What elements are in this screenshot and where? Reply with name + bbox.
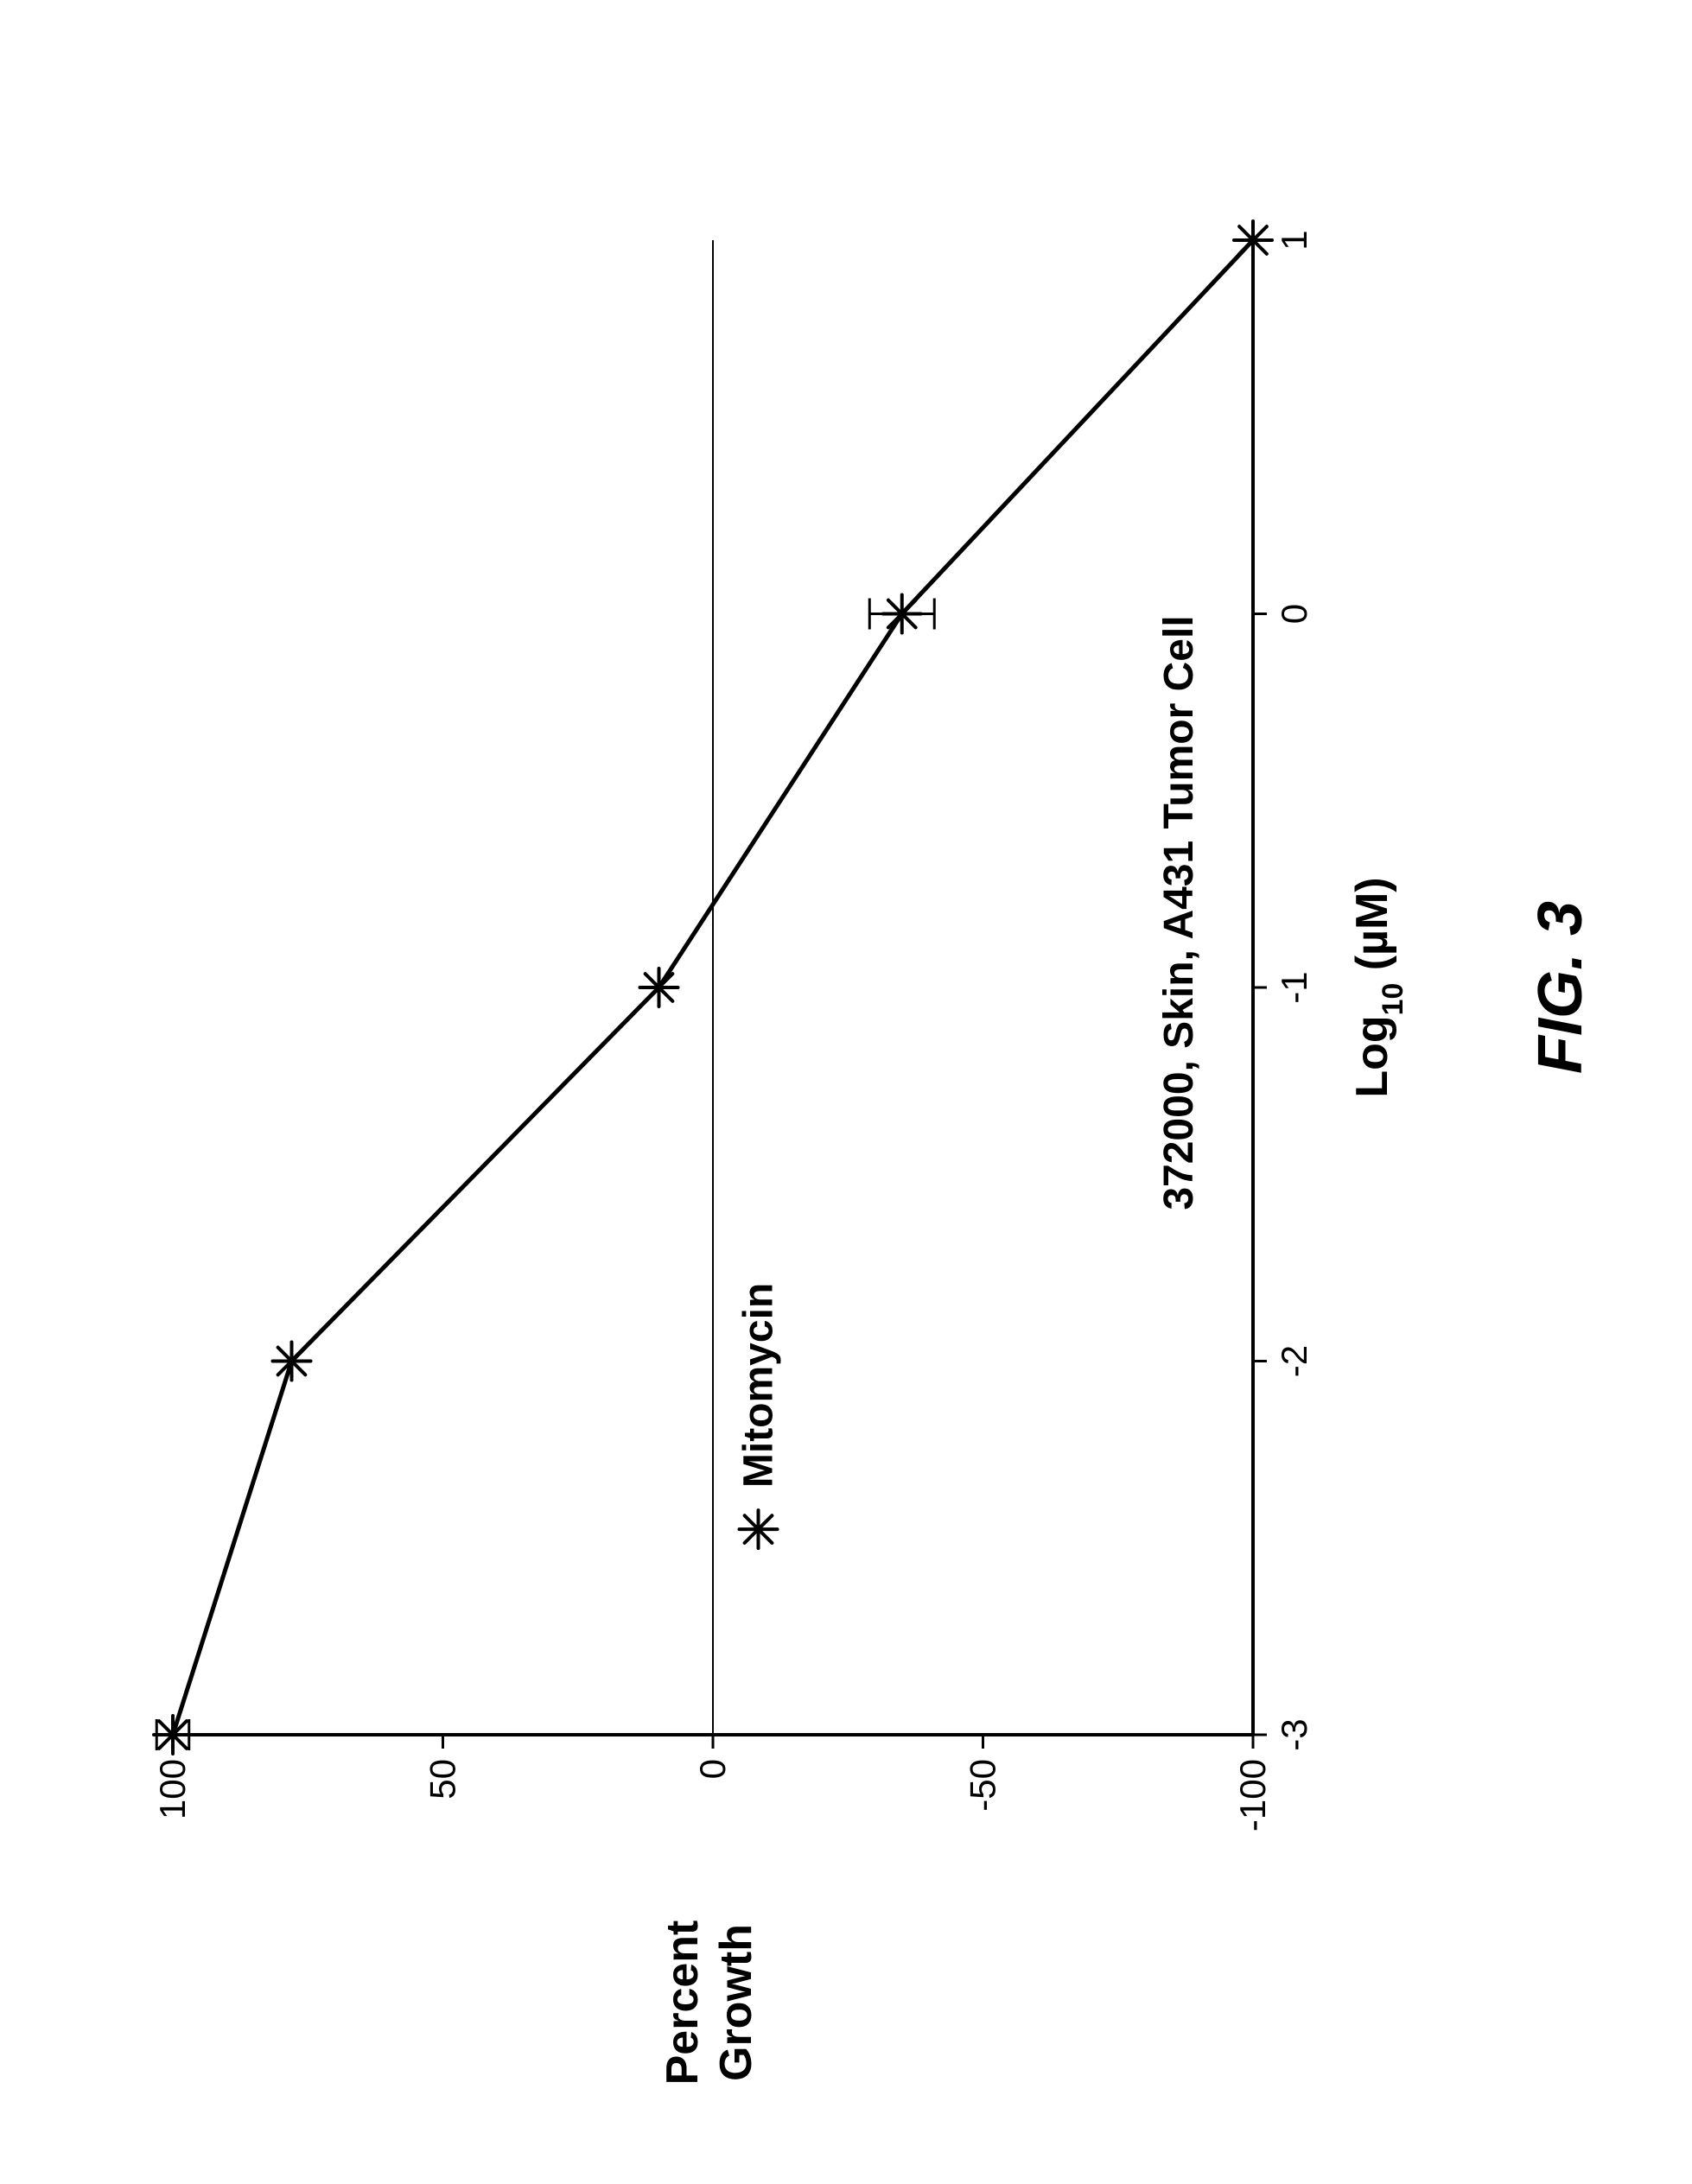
x-tick-label: 0 — [1274, 604, 1314, 624]
x-tick-label: -1 — [1274, 971, 1314, 1003]
asterisk-marker — [740, 1510, 778, 1548]
x-tick-label: 1 — [1274, 230, 1314, 250]
y-axis-label-2: Growth — [711, 1924, 761, 2081]
asterisk-marker — [883, 595, 921, 633]
chart-svg: -100 -50 0 50 100 -3 -2 -1 0 1 Mitomycin 372000, Sk… — [0, 0, 1692, 2184]
x-tick-label: -3 — [1274, 1718, 1314, 1750]
asterisk-marker — [1234, 221, 1272, 259]
asterisk-marker — [154, 1716, 192, 1754]
subtitle: 372000, Skin, A431 Tumor Cell — [1156, 615, 1202, 1209]
x-tick-label: -2 — [1274, 1345, 1314, 1377]
y-tick-label: 0 — [692, 1759, 733, 1779]
y-tick-label: -100 — [1232, 1759, 1273, 1832]
asterisk-marker — [640, 968, 678, 1006]
y-tick-label: -50 — [963, 1759, 1003, 1812]
y-tick-label: 100 — [152, 1759, 193, 1819]
x-axis-label: Log10 (µM) — [1347, 877, 1409, 1097]
asterisk-marker — [273, 1343, 311, 1381]
legend-label: Mitomycin — [736, 1283, 782, 1488]
y-axis-label-1: Percent — [658, 1921, 708, 2086]
y-tick-label: 50 — [423, 1759, 463, 1800]
figure-caption: FIG. 3 — [1526, 901, 1595, 1074]
